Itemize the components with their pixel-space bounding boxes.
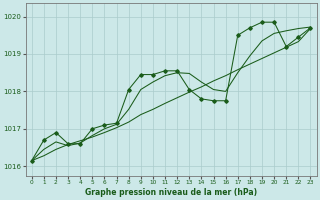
X-axis label: Graphe pression niveau de la mer (hPa): Graphe pression niveau de la mer (hPa) — [85, 188, 257, 197]
